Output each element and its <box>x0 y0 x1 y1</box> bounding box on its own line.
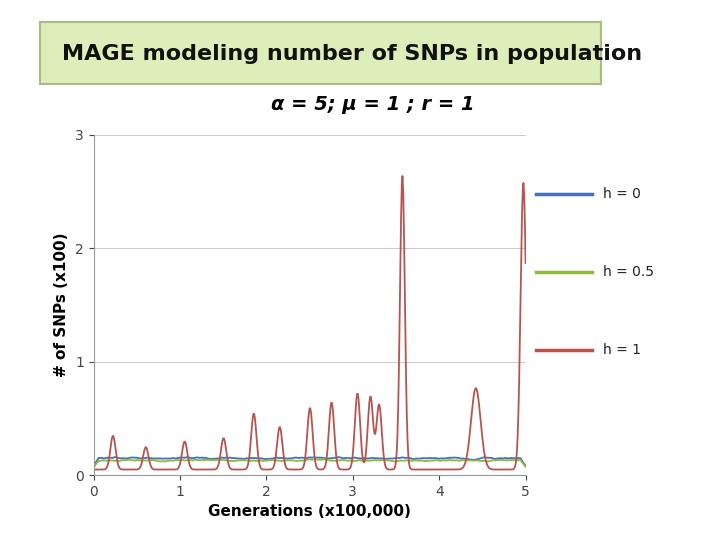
Text: h = 0.5: h = 0.5 <box>603 265 654 279</box>
Y-axis label: # of SNPs (x100): # of SNPs (x100) <box>55 233 69 377</box>
X-axis label: Generations (x100,000): Generations (x100,000) <box>208 504 411 519</box>
Text: h = 1: h = 1 <box>603 343 641 357</box>
Text: α = 5; μ = 1 ; r = 1: α = 5; μ = 1 ; r = 1 <box>271 95 474 114</box>
Text: h = 0: h = 0 <box>603 187 641 201</box>
FancyBboxPatch shape <box>40 22 601 84</box>
Text: MAGE modeling number of SNPs in population: MAGE modeling number of SNPs in populati… <box>62 44 642 64</box>
